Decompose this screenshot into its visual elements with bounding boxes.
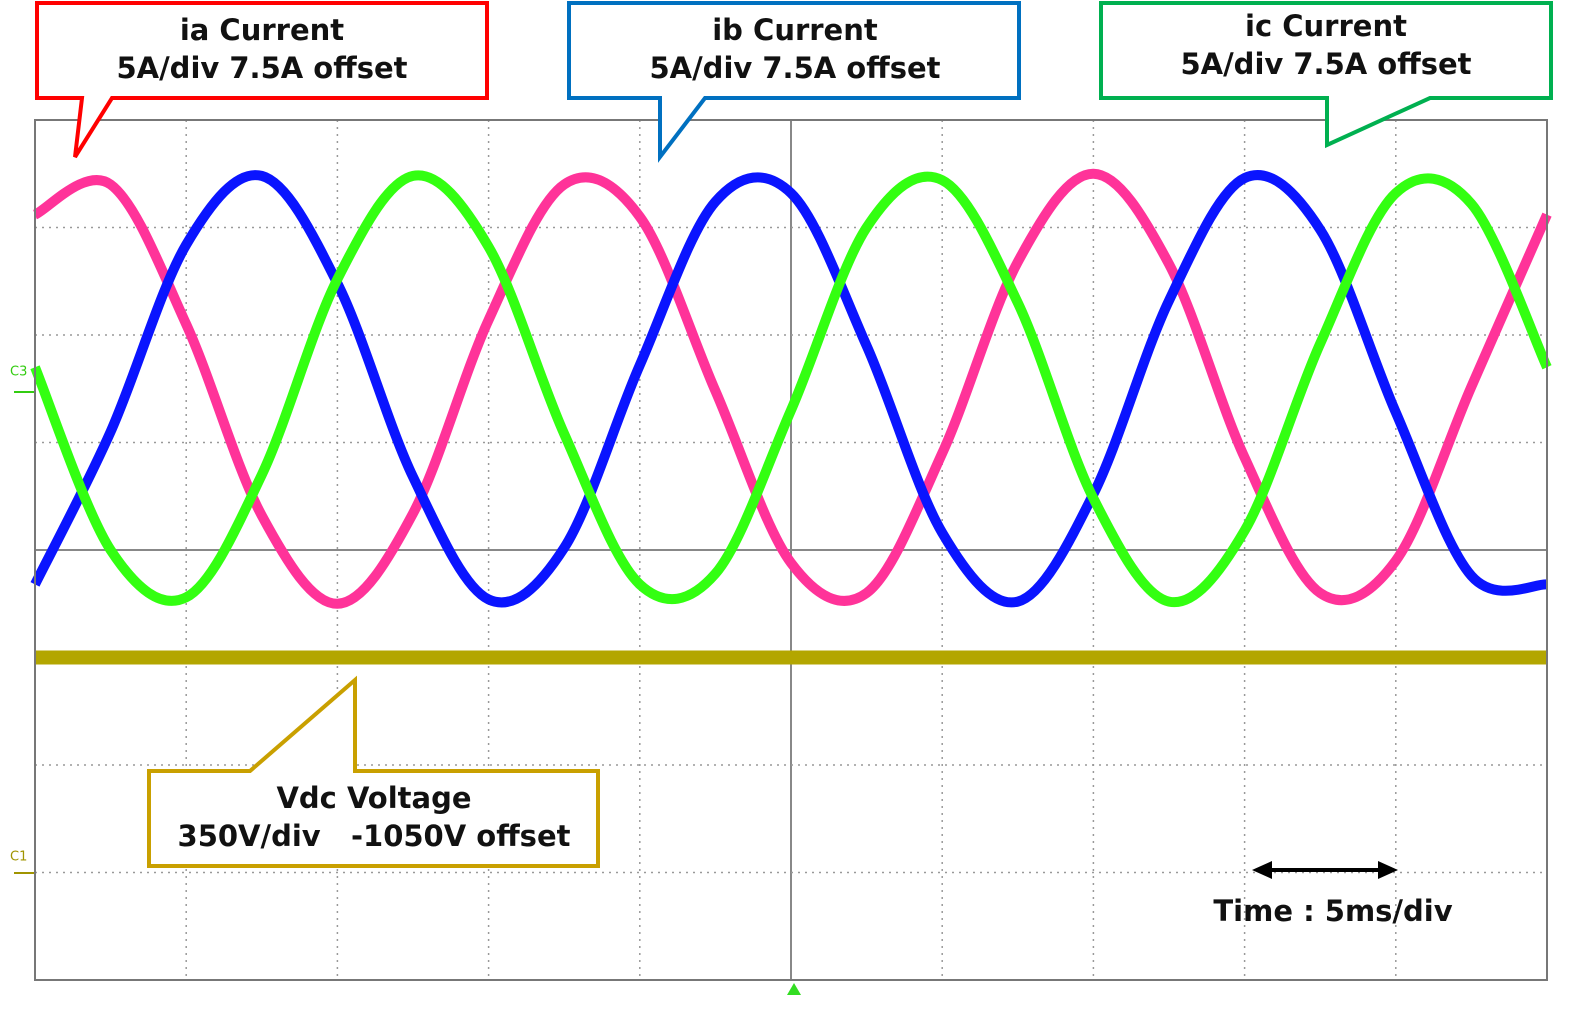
callout-title: ib Current (712, 13, 878, 47)
callout-scale: 5A/div 7.5A offset (649, 51, 940, 85)
trace (30, 170, 1548, 608)
arrow-head (1378, 861, 1398, 879)
channel-marker: C1 (10, 850, 27, 865)
callout-scale: 350V/div -1050V offset (178, 819, 571, 853)
arrow-head (1252, 861, 1272, 879)
callout-ib (567, 1, 1021, 163)
callout-scale: 5A/div 7.5A offset (116, 51, 407, 85)
traces (30, 168, 1552, 665)
trigger-marker (787, 983, 801, 995)
callout-ic (1099, 1, 1553, 149)
callout-ia (35, 1, 489, 159)
plot-frame (34, 119, 1548, 981)
trace (32, 168, 1552, 609)
callout-title: ia Current (180, 13, 344, 47)
callout-title: ic Current (1245, 9, 1407, 43)
callout-vdc (147, 675, 600, 868)
time-label: Time : 5ms/div (1213, 894, 1452, 928)
trace (30, 170, 1552, 608)
callout-title: Vdc Voltage (276, 781, 471, 815)
callout-scale: 5A/div 7.5A offset (1180, 47, 1471, 81)
channel-marker: C3 (10, 365, 27, 380)
